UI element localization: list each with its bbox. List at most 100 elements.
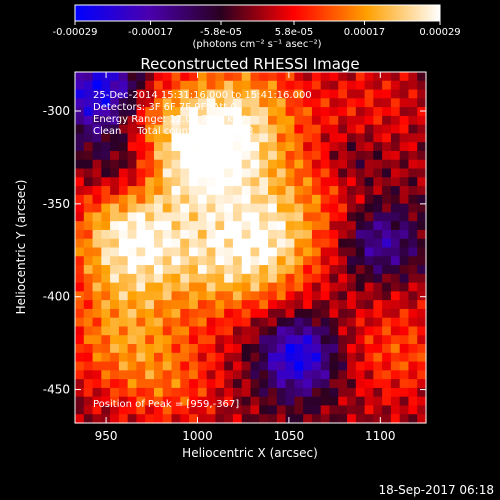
heatmap-cell bbox=[136, 317, 146, 328]
heatmap-cell bbox=[399, 273, 410, 284]
heatmap-cell bbox=[215, 238, 225, 249]
heatmap-cell bbox=[338, 361, 348, 371]
heatmap-cell bbox=[373, 265, 383, 275]
heatmap-cell bbox=[364, 221, 374, 231]
heatmap-cell bbox=[136, 142, 146, 152]
heatmap-cell bbox=[268, 361, 278, 371]
heatmap-cell bbox=[373, 80, 383, 91]
heatmap-cell bbox=[355, 300, 366, 310]
heatmap-cell bbox=[171, 344, 181, 354]
heatmap-cell bbox=[232, 80, 243, 91]
heatmap-cell bbox=[232, 352, 243, 363]
heatmap-cell bbox=[268, 265, 278, 275]
heatmap-cell bbox=[215, 361, 225, 371]
heatmap-cell bbox=[127, 396, 138, 407]
heatmap-cell bbox=[127, 98, 138, 108]
heatmap-cell bbox=[92, 124, 102, 135]
heatmap-cell bbox=[250, 238, 260, 249]
heatmap-cell bbox=[338, 247, 348, 257]
heatmap-cell bbox=[118, 72, 129, 82]
heatmap-cell bbox=[145, 186, 155, 196]
heatmap-cell bbox=[355, 124, 366, 135]
heatmap-cell bbox=[162, 396, 173, 407]
heatmap-cell bbox=[382, 361, 392, 371]
heatmap-cell bbox=[189, 352, 199, 363]
heatmap-cell bbox=[197, 300, 208, 310]
heatmap-cell bbox=[250, 221, 260, 231]
heatmap-cell bbox=[382, 238, 392, 249]
heatmap-cell bbox=[206, 229, 217, 240]
heatmap-cell bbox=[215, 300, 225, 310]
heatmap-cell bbox=[224, 396, 234, 407]
heatmap-cell bbox=[417, 98, 427, 108]
heatmap-cell bbox=[417, 273, 427, 284]
heatmap-cell bbox=[162, 273, 173, 284]
heatmap-cell bbox=[347, 396, 357, 407]
heatmap-cell bbox=[241, 203, 252, 214]
heatmap-cell bbox=[162, 203, 173, 214]
heatmap-cell bbox=[347, 352, 357, 363]
heatmap-cell bbox=[197, 414, 208, 424]
heatmap-cell bbox=[355, 344, 366, 354]
heatmap-cell bbox=[206, 247, 217, 257]
heatmap-cell bbox=[250, 203, 260, 214]
heatmap-cell bbox=[382, 72, 392, 82]
heatmap-cell bbox=[268, 326, 278, 336]
heatmap-cell bbox=[110, 186, 120, 196]
heatmap-cell bbox=[127, 203, 138, 214]
heatmap-cell bbox=[127, 194, 138, 205]
heatmap-cell bbox=[320, 221, 331, 231]
heatmap-cell bbox=[189, 379, 199, 389]
heatmap-cell bbox=[294, 344, 304, 354]
heatmap-cell bbox=[320, 203, 331, 214]
heatmap-cell bbox=[110, 379, 120, 389]
heatmap-cell bbox=[215, 124, 225, 135]
heatmap-cell bbox=[153, 291, 164, 301]
heatmap-cell bbox=[189, 107, 199, 117]
heatmap-cell bbox=[259, 256, 269, 266]
heatmap-cell bbox=[232, 405, 243, 415]
heatmap-cell bbox=[408, 256, 418, 266]
heatmap-cell bbox=[347, 203, 357, 214]
annotation-line: Energy Range: 12.0 - 25.0 keV bbox=[93, 114, 246, 125]
heatmap-cell bbox=[311, 159, 322, 170]
heatmap-cell bbox=[311, 379, 322, 389]
heatmap-cell bbox=[75, 387, 85, 398]
heatmap-cell bbox=[303, 282, 313, 292]
heatmap-cell bbox=[101, 203, 111, 214]
heatmap-cell bbox=[399, 133, 410, 143]
heatmap-cell bbox=[83, 247, 94, 257]
heatmap-cell bbox=[355, 72, 366, 82]
heatmap-cell bbox=[382, 326, 392, 336]
heatmap-cell bbox=[259, 221, 269, 231]
heatmap-cell bbox=[206, 265, 217, 275]
heatmap-cell bbox=[92, 379, 102, 389]
heatmap-cell bbox=[197, 229, 208, 240]
heatmap-cell bbox=[408, 265, 418, 275]
heatmap-cell bbox=[390, 361, 401, 371]
heatmap-cell bbox=[338, 326, 348, 336]
heatmap-cell bbox=[364, 150, 374, 161]
heatmap-cell bbox=[162, 265, 173, 275]
heatmap-cell bbox=[285, 229, 295, 240]
heatmap-cell bbox=[303, 150, 313, 161]
heatmap-cell bbox=[364, 159, 374, 170]
heatmap-cell bbox=[75, 80, 85, 91]
heatmap-cell bbox=[355, 370, 366, 380]
heatmap-cell bbox=[329, 107, 339, 117]
heatmap-cell bbox=[224, 414, 234, 424]
heatmap-cell bbox=[224, 229, 234, 240]
heatmap-cell bbox=[329, 273, 339, 284]
heatmap-cell bbox=[162, 115, 173, 126]
heatmap-cell bbox=[206, 221, 217, 231]
heatmap-cell bbox=[101, 212, 111, 222]
heatmap-cell bbox=[285, 335, 295, 345]
heatmap-cell bbox=[311, 142, 322, 152]
heatmap-cell bbox=[408, 247, 418, 257]
heatmap-cell bbox=[83, 194, 94, 205]
heatmap-cell bbox=[268, 396, 278, 407]
heatmap-cell bbox=[373, 335, 383, 345]
heatmap-cell bbox=[101, 352, 111, 363]
heatmap-cell bbox=[224, 273, 234, 284]
heatmap-cell bbox=[250, 414, 260, 424]
